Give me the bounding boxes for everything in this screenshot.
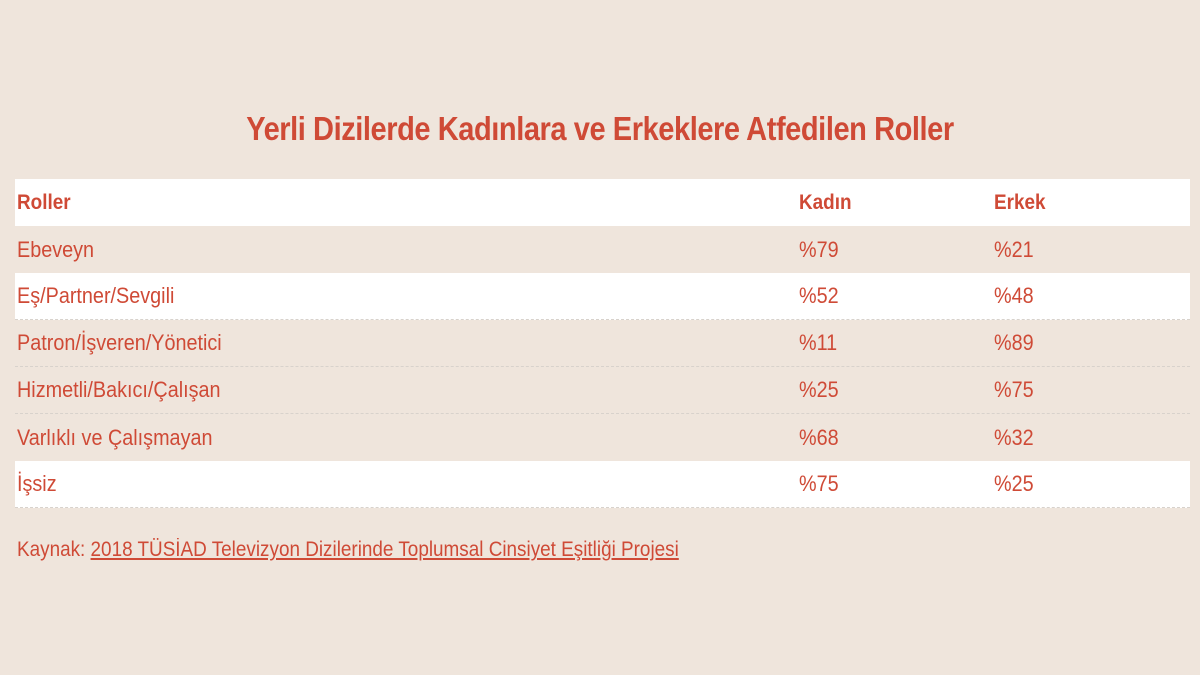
row-role: Hizmetli/Bakıcı/Çalışan (17, 377, 221, 402)
row-role: İşsiz (17, 471, 57, 496)
source-link[interactable]: 2018 TÜSİAD Televizyon Dizilerinde Toplu… (90, 538, 679, 561)
row-erkek-value: %21 (994, 236, 1034, 262)
row-role: Varlıklı ve Çalışmayan (17, 424, 213, 450)
row-kadin-value: %75 (799, 471, 839, 496)
row-kadin-value: %11 (799, 330, 838, 355)
table-row: Varlıklı ve Çalışmayan %68 %32 (15, 414, 1190, 461)
row-role: Eş/Partner/Sevgili (17, 283, 175, 308)
row-role: Ebeveyn (17, 236, 95, 262)
row-erkek-value: %89 (994, 330, 1034, 355)
header-kadin: Kadın (799, 190, 852, 214)
source-prefix: Kaynak: (17, 538, 91, 561)
row-erkek-value: %75 (994, 377, 1034, 402)
source-citation: Kaynak: 2018 TÜSİAD Televizyon Dizilerin… (17, 538, 679, 562)
table-row: Hizmetli/Bakıcı/Çalışan %25 %75 (15, 367, 1190, 414)
row-erkek-value: %48 (994, 283, 1034, 308)
header-erkek: Erkek (994, 190, 1046, 214)
table-row: Eş/Partner/Sevgili %52 %48 (15, 273, 1190, 320)
row-kadin-value: %68 (799, 424, 839, 450)
row-erkek-value: %32 (994, 424, 1034, 450)
table-header-row: Roller Kadın Erkek (15, 179, 1190, 226)
row-kadin-value: %52 (799, 283, 839, 308)
table-row: İşsiz %75 %25 (15, 461, 1190, 508)
row-erkek-value: %25 (994, 471, 1034, 496)
row-role: Patron/İşveren/Yönetici (17, 330, 222, 355)
header-roller: Roller (17, 190, 71, 214)
row-kadin-value: %25 (799, 377, 839, 402)
table-row: Patron/İşveren/Yönetici %11 %89 (15, 320, 1190, 367)
roles-table: Roller Kadın Erkek Ebeveyn %79 %21 Eş/Pa… (15, 179, 1190, 508)
page-title: Yerli Dizilerde Kadınlara ve Erkeklere A… (246, 110, 954, 147)
table-row: Ebeveyn %79 %21 (15, 226, 1190, 273)
row-kadin-value: %79 (799, 236, 839, 262)
